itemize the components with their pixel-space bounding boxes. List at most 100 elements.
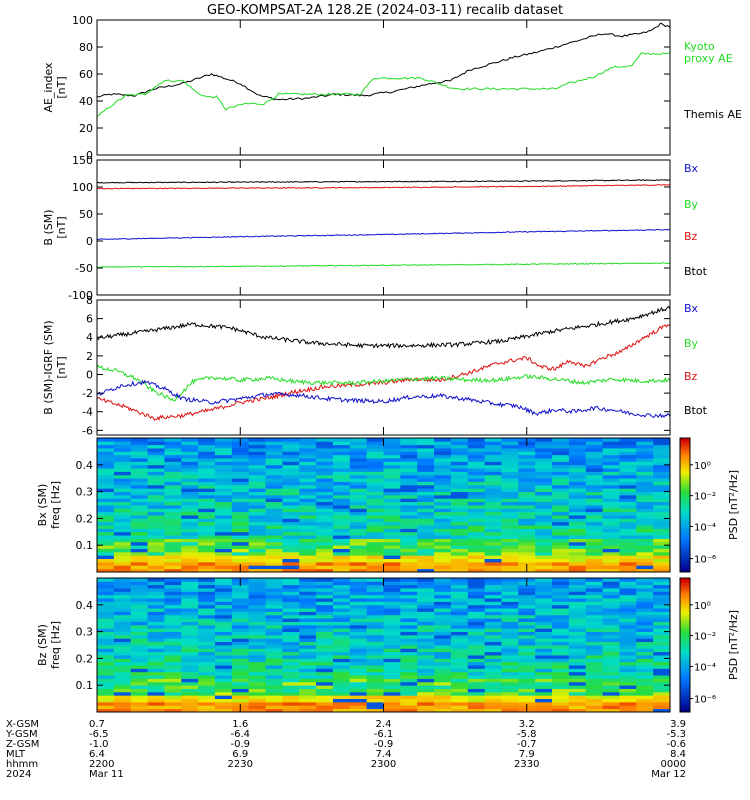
heatmap-cell bbox=[113, 528, 132, 533]
heatmap-cell bbox=[535, 624, 553, 629]
heatmap-cell bbox=[349, 498, 368, 503]
colorbar-cell bbox=[680, 709, 690, 713]
heatmap-cell bbox=[332, 658, 351, 663]
heatmap-cell bbox=[434, 604, 452, 609]
heatmap-cell bbox=[181, 631, 199, 636]
heatmap-cell bbox=[130, 548, 148, 553]
heatmap-cell bbox=[467, 671, 486, 676]
heatmap-cell bbox=[400, 521, 418, 526]
heatmap-cell bbox=[653, 591, 671, 596]
heatmap-cell bbox=[231, 634, 250, 639]
heatmap-cell bbox=[383, 468, 401, 472]
heatmap-cell bbox=[282, 545, 300, 549]
colorbar-cell bbox=[680, 691, 690, 695]
heatmap-cell bbox=[535, 658, 553, 663]
heatmap-cell bbox=[602, 478, 620, 482]
heatmap-cell bbox=[602, 558, 620, 563]
heatmap-cell bbox=[97, 515, 115, 519]
heatmap-cell bbox=[484, 505, 502, 509]
heatmap-cell bbox=[450, 515, 469, 519]
heatmap-cell bbox=[450, 478, 469, 482]
heatmap-cell bbox=[366, 624, 384, 629]
heatmap-cell bbox=[518, 518, 536, 523]
heatmap-cell bbox=[484, 558, 502, 563]
heatmap-cell bbox=[181, 525, 199, 529]
heatmap-cell bbox=[282, 604, 300, 609]
heatmap-cell bbox=[484, 608, 502, 612]
colorbar-cell bbox=[680, 618, 690, 621]
heatmap-cell bbox=[332, 498, 351, 503]
heatmap-cell bbox=[282, 598, 300, 602]
heatmap-cell bbox=[299, 528, 317, 533]
heatmap-cell bbox=[450, 695, 469, 699]
heatmap-cell bbox=[164, 535, 182, 539]
heatmap-cell bbox=[383, 471, 401, 476]
heatmap-cell bbox=[299, 665, 317, 669]
heatmap-cell bbox=[383, 668, 401, 673]
heatmap-cell bbox=[265, 651, 283, 656]
heatmap-cell bbox=[181, 601, 199, 606]
colorbar-cell bbox=[680, 563, 690, 566]
heatmap-cell bbox=[181, 568, 199, 573]
heatmap-cell bbox=[400, 671, 418, 676]
heatmap-cell bbox=[585, 511, 603, 516]
heatmap-cell bbox=[97, 565, 115, 570]
heatmap-cell bbox=[164, 691, 182, 696]
heatmap-cell bbox=[130, 578, 148, 582]
heatmap-cell bbox=[400, 511, 418, 516]
heatmap-cell bbox=[585, 491, 603, 496]
heatmap-cell bbox=[467, 438, 486, 442]
heatmap-cell bbox=[636, 488, 654, 492]
heatmap-cell bbox=[366, 535, 384, 539]
heatmap-cell bbox=[484, 541, 502, 546]
heatmap-cell bbox=[484, 641, 502, 646]
heatmap-cell bbox=[214, 628, 233, 632]
heatmap-cell bbox=[383, 618, 401, 622]
heatmap-cell bbox=[113, 688, 132, 693]
heatmap-cell bbox=[518, 675, 536, 679]
heatmap-cell bbox=[636, 611, 654, 616]
heatmap-cell bbox=[467, 518, 486, 523]
heatmap-cell bbox=[636, 478, 654, 482]
heatmap-cell bbox=[653, 611, 671, 616]
heatmap-cell bbox=[299, 461, 317, 466]
heatmap-cell bbox=[248, 681, 266, 686]
heatmap-cell bbox=[366, 634, 384, 639]
heatmap-cell bbox=[383, 441, 401, 446]
heatmap-cell bbox=[602, 645, 620, 649]
heatmap-cell bbox=[97, 701, 115, 706]
heatmap-cell bbox=[113, 701, 132, 706]
heatmap-cell bbox=[552, 695, 570, 699]
heatmap-cell bbox=[97, 471, 115, 476]
y-tick-label: 4 bbox=[86, 331, 93, 344]
heatmap-cell bbox=[552, 618, 570, 622]
heatmap-cell bbox=[383, 608, 401, 612]
heatmap-cell bbox=[535, 621, 553, 626]
heatmap-cell bbox=[552, 471, 570, 476]
heatmap-cell bbox=[484, 444, 502, 449]
heatmap-cell bbox=[248, 568, 266, 573]
heatmap-cell bbox=[383, 508, 401, 513]
heatmap-cell bbox=[636, 441, 654, 446]
heatmap-cell bbox=[619, 661, 637, 666]
heatmap-cell bbox=[518, 648, 536, 653]
heatmap-cell bbox=[501, 531, 519, 536]
heatmap-cell bbox=[248, 658, 266, 663]
heatmap-cell bbox=[535, 685, 553, 689]
heatmap-cell bbox=[417, 631, 435, 636]
heatmap-cell bbox=[602, 658, 620, 663]
heatmap-cell bbox=[198, 621, 216, 626]
colorbar-tick-label: 10⁻² bbox=[694, 492, 716, 503]
colorbar-cell bbox=[680, 482, 690, 486]
heatmap-cell bbox=[636, 688, 654, 693]
heatmap-cell bbox=[147, 594, 165, 599]
colorbar-frame bbox=[679, 437, 691, 573]
heatmap-cell bbox=[248, 708, 266, 713]
ephemeris-row-label: X-GSM bbox=[6, 719, 39, 730]
heatmap-cell bbox=[282, 548, 300, 553]
heatmap-cell bbox=[434, 521, 452, 526]
heatmap-cell bbox=[568, 624, 587, 629]
heatmap-cell bbox=[501, 565, 519, 570]
heatmap-cell bbox=[552, 671, 570, 676]
heatmap-cell bbox=[568, 464, 587, 469]
